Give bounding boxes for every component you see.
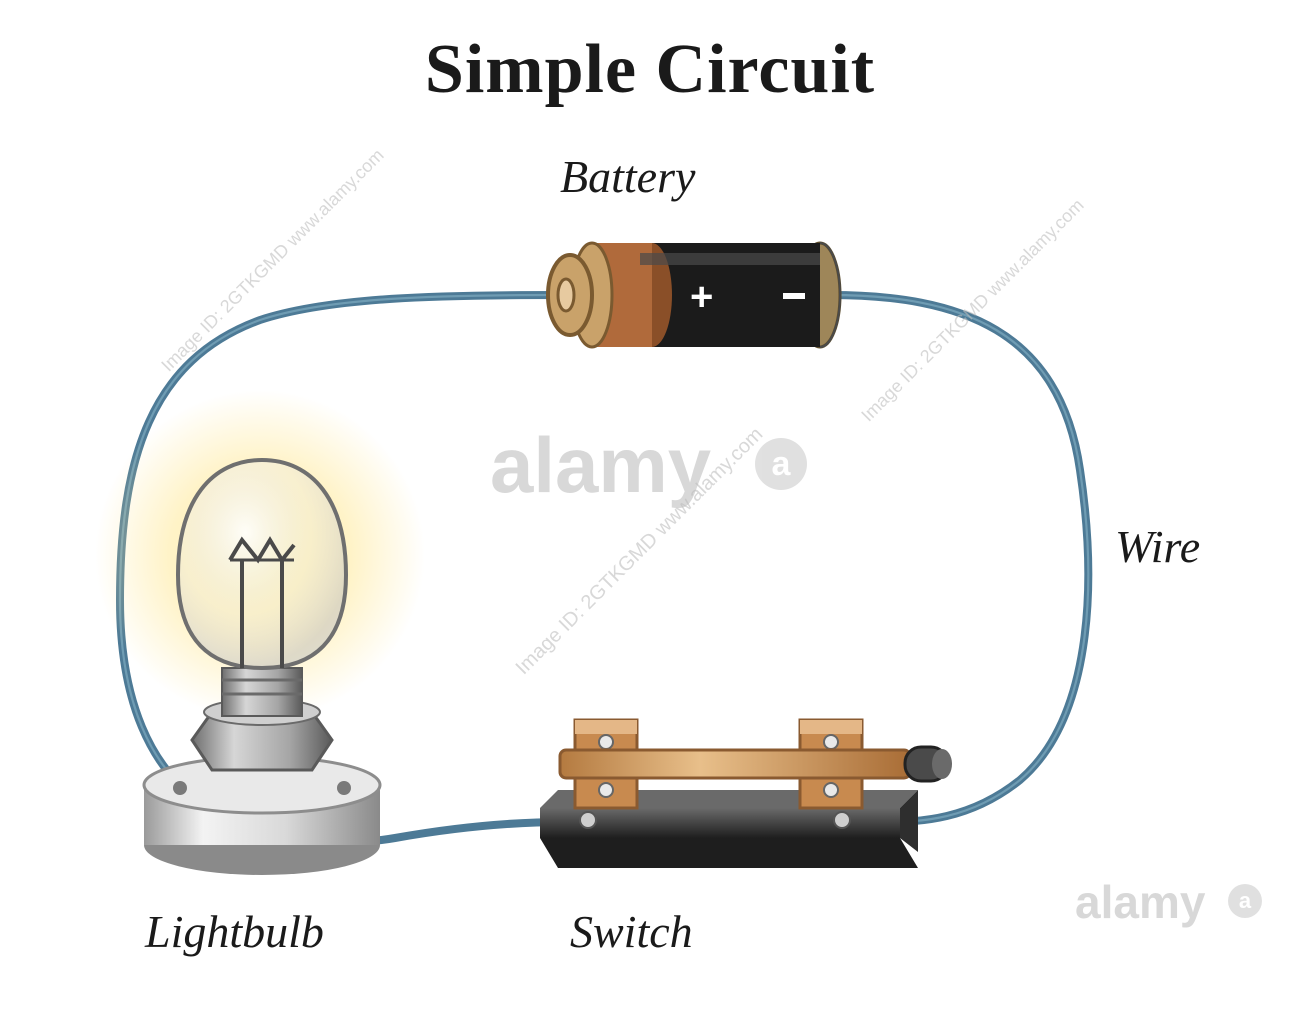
switch-icon [540,720,952,868]
battery-label: Battery [560,150,695,203]
switch-label: Switch [570,905,693,958]
wire-label: Wire [1115,520,1200,573]
battery-icon: + [548,243,840,347]
lightbulb-icon [95,390,425,875]
diagram-stage: Simple Circuit [0,0,1300,1033]
lightbulb-label: Lightbulb [145,905,324,958]
svg-text:+: + [690,275,713,319]
